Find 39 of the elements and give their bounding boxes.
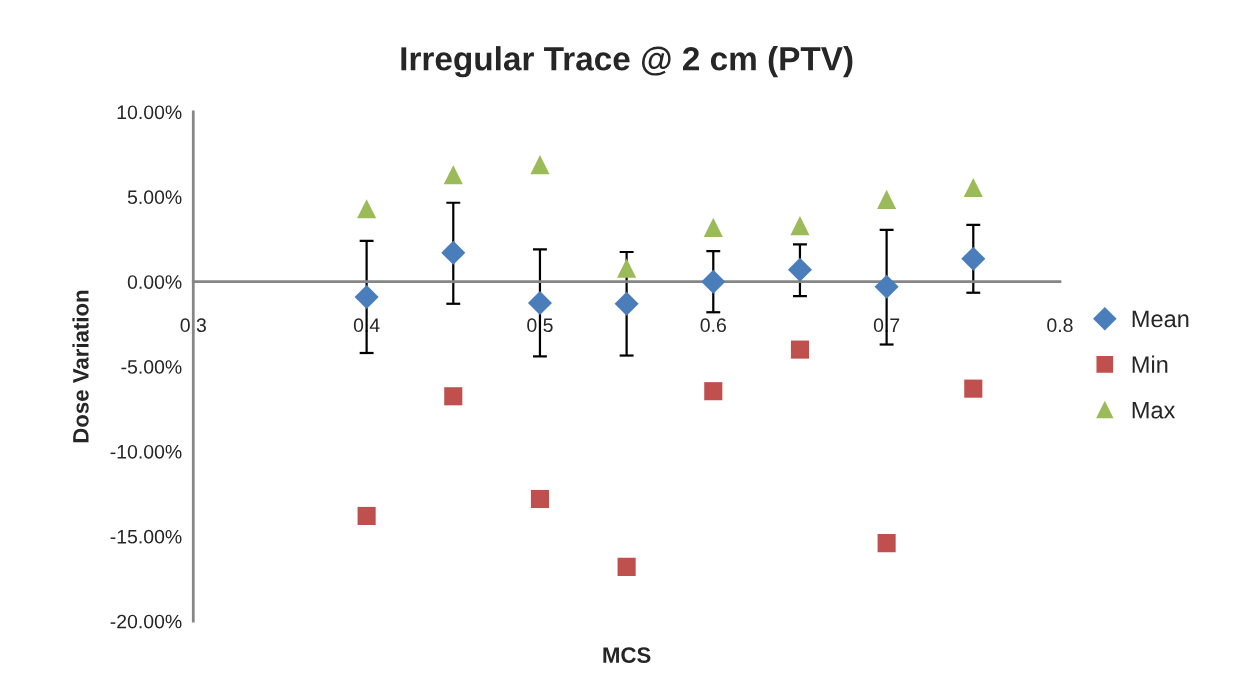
y-tick-label: -10.00% [110,444,182,459]
point [530,154,550,175]
y-tick-label: 0.00% [127,275,182,289]
point [443,165,463,185]
point [617,258,637,278]
point [354,284,379,309]
x-tick-label: 0.6 [700,318,726,333]
point [877,534,896,553]
point [701,269,726,294]
y-tick-label: 10.00% [117,105,182,120]
point [444,387,463,406]
point [357,199,377,219]
point [790,340,809,359]
point [530,489,550,509]
y-tick-label: -5.00% [121,360,182,374]
point [790,216,810,236]
point [961,246,986,271]
point [787,257,812,282]
point [614,291,639,316]
point [877,189,897,209]
point [704,382,723,401]
point [527,290,552,315]
chart-title: Irregular Trace @ 2 cm (PTV) [401,46,853,78]
point [964,379,983,398]
legend-label: Mean [1132,310,1189,328]
point [963,177,983,198]
y-tick-label: -15.00% [110,529,182,544]
y-tick-label: -20.00% [110,614,182,629]
legend-label: Max [1132,402,1176,419]
x-tick-label: 0.8 [1047,318,1073,333]
point [617,557,636,576]
point [874,274,899,299]
point [441,240,466,265]
y-axis-title: Dose Variation [72,290,89,443]
y-tick-label: 5.00% [127,190,182,205]
point [357,506,376,526]
legend-label: Min [1132,355,1168,373]
point [703,217,723,237]
x-axis-title: MCS [603,647,651,663]
